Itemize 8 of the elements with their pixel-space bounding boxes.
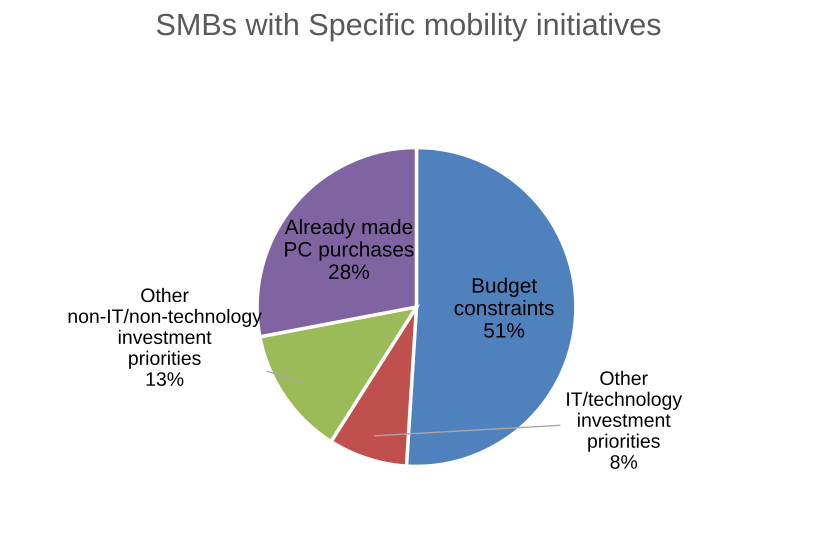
data-label: 28% (329, 264, 370, 280)
slice-label: Other IT/technology investment priorities (567, 370, 682, 452)
chart-title: SMBs with Specific mobility initiatives (156, 12, 660, 42)
slice-label: Already made PC purchases (284, 218, 414, 261)
data-label: 51% (484, 323, 524, 338)
data-label: 8% (610, 455, 638, 469)
slice-label: Budget constraints (454, 278, 554, 316)
data-label: 13% (146, 372, 184, 386)
